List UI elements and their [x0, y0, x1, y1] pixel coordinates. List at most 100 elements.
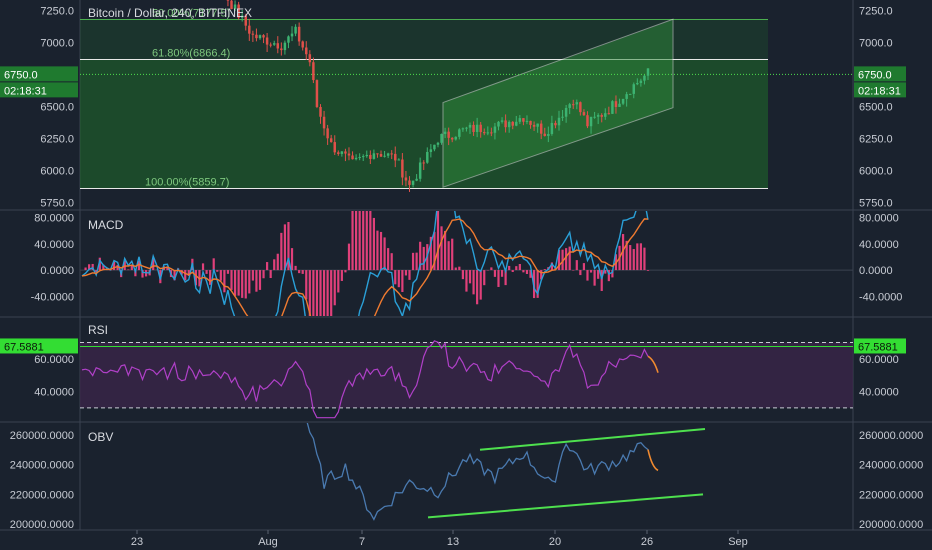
candle[interactable] [390, 153, 393, 155]
candle[interactable] [447, 131, 450, 138]
candle[interactable] [621, 98, 625, 104]
candle[interactable] [386, 153, 390, 156]
candle[interactable] [596, 115, 600, 117]
candle[interactable] [472, 124, 475, 132]
candle[interactable] [568, 104, 571, 108]
candle[interactable] [511, 121, 514, 126]
macd-signal-line[interactable] [81, 218, 649, 417]
candle[interactable] [312, 62, 315, 81]
candle[interactable] [287, 36, 290, 43]
candle[interactable] [529, 120, 532, 125]
candle[interactable] [337, 152, 340, 154]
candle[interactable] [240, 15, 244, 18]
candle[interactable] [333, 142, 336, 153]
candle[interactable] [490, 132, 493, 134]
candle[interactable] [550, 122, 554, 134]
candle[interactable] [418, 162, 422, 179]
candle[interactable] [600, 115, 603, 117]
candle[interactable] [458, 129, 461, 137]
candle[interactable] [440, 133, 443, 143]
candle[interactable] [518, 118, 522, 122]
candle[interactable] [344, 151, 347, 154]
candle[interactable] [611, 101, 614, 114]
candle[interactable] [401, 159, 404, 178]
candle[interactable] [269, 44, 272, 46]
candle[interactable] [625, 94, 628, 99]
rsi-pane[interactable] [80, 340, 853, 419]
candle[interactable] [557, 117, 561, 126]
candle[interactable] [643, 75, 646, 81]
candle[interactable] [404, 177, 408, 181]
candle[interactable] [361, 156, 365, 158]
candle[interactable] [376, 153, 379, 155]
candle[interactable] [639, 80, 643, 84]
candle[interactable] [294, 26, 297, 34]
candle[interactable] [561, 116, 564, 118]
candle[interactable] [251, 33, 255, 35]
candle[interactable] [297, 26, 301, 42]
candle[interactable] [305, 47, 308, 55]
candle[interactable] [429, 149, 433, 152]
candle[interactable] [258, 35, 262, 39]
candle[interactable] [290, 33, 294, 37]
candle[interactable] [614, 101, 618, 107]
macd-line[interactable] [81, 194, 649, 465]
candle[interactable] [468, 124, 472, 128]
candle[interactable] [483, 132, 486, 134]
candle[interactable] [579, 102, 582, 113]
price-pane[interactable]: 50.00%(7177.5) 61.80%(6866.4) 100.00%(5859… [80, 0, 853, 192]
candle[interactable] [383, 155, 386, 157]
candle[interactable] [433, 144, 436, 150]
candle[interactable] [547, 133, 550, 136]
candle[interactable] [500, 120, 504, 122]
obv-pane[interactable] [82, 327, 706, 521]
candle[interactable] [436, 142, 440, 145]
candle[interactable] [408, 180, 411, 185]
candle[interactable] [301, 41, 304, 48]
obv-lower-trendline[interactable] [427, 493, 704, 519]
candle[interactable] [539, 123, 543, 134]
candle[interactable] [237, 4, 240, 18]
candle[interactable] [283, 42, 287, 51]
candle[interactable] [326, 128, 329, 139]
candle[interactable] [272, 43, 276, 45]
candle[interactable] [525, 120, 529, 122]
candle[interactable] [369, 154, 372, 159]
candle[interactable] [351, 155, 354, 160]
candle[interactable] [255, 34, 258, 39]
candle[interactable] [415, 178, 418, 181]
candle[interactable] [319, 106, 322, 117]
candle[interactable] [454, 136, 458, 140]
candle[interactable] [536, 123, 539, 127]
candle[interactable] [397, 159, 401, 161]
price-channel[interactable] [442, 18, 674, 188]
candle[interactable] [422, 162, 425, 164]
candle[interactable] [450, 137, 454, 140]
candle[interactable] [572, 104, 575, 106]
candle[interactable] [465, 127, 468, 129]
candle[interactable] [262, 35, 265, 38]
candle[interactable] [632, 84, 635, 94]
candle[interactable] [636, 83, 639, 85]
candle[interactable] [493, 126, 497, 133]
candle[interactable] [230, 0, 233, 10]
candle[interactable] [507, 121, 511, 128]
candle[interactable] [582, 112, 586, 116]
candle[interactable] [265, 37, 269, 45]
macd-pane[interactable] [80, 194, 853, 465]
candle[interactable] [461, 128, 465, 130]
candle[interactable] [411, 180, 415, 185]
candle[interactable] [618, 103, 621, 107]
candle[interactable] [365, 154, 369, 157]
candle[interactable] [394, 153, 397, 161]
candle[interactable] [479, 124, 482, 133]
candle[interactable] [522, 118, 525, 122]
rsi-line[interactable] [81, 340, 649, 419]
candle[interactable] [604, 113, 607, 117]
candle[interactable] [358, 156, 361, 158]
candle[interactable] [233, 4, 237, 10]
obv-line[interactable] [82, 327, 649, 521]
candle[interactable] [354, 157, 358, 160]
